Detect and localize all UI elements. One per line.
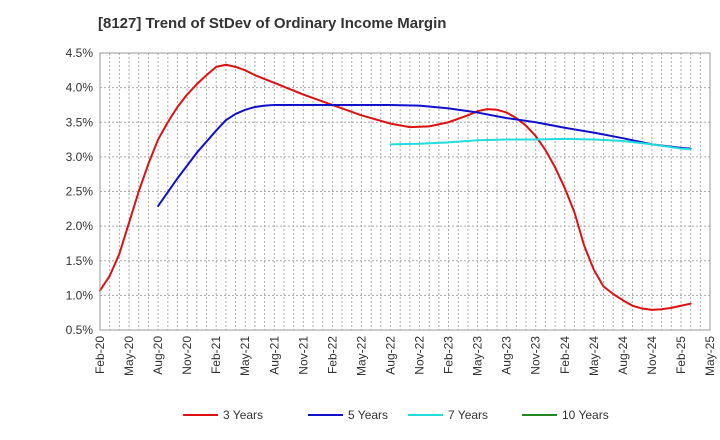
- x-tick-label: Feb-21: [209, 336, 223, 374]
- series-line-3-years: [99, 63, 692, 311]
- x-tick-label: Aug-20: [151, 336, 165, 375]
- legend-label-7-years: 7 Years: [448, 408, 488, 422]
- x-tick-label: May-25: [703, 336, 717, 376]
- x-tick-label: Nov-24: [645, 336, 659, 375]
- x-tick-label: May-22: [354, 336, 368, 376]
- legend-label-5-years: 5 Years: [348, 408, 388, 422]
- x-tick-label: Nov-23: [529, 336, 543, 375]
- series-line-7-years: [389, 137, 692, 151]
- x-tick-label: Aug-21: [267, 336, 281, 375]
- plot-frame: [99, 52, 711, 331]
- y-axis-ticks: 0.5% 1.0% 1.5% 2.0% 2.5% 3.0% 3.5% 4.0% 4.5%: [66, 46, 94, 337]
- y-tick-label: 1.5%: [66, 254, 94, 268]
- x-axis-ticks: Feb-20 May-20 Aug-20 Nov-20 Feb-21 May-21 Aug-…: [93, 336, 717, 376]
- y-tick-label: 3.5%: [66, 115, 94, 129]
- y-tick-label: 2.5%: [66, 185, 94, 199]
- x-tick-label: May-24: [587, 336, 601, 376]
- series-lines: [99, 63, 692, 311]
- x-tick-label: May-20: [122, 336, 136, 376]
- y-tick-label: 4.0%: [66, 81, 94, 95]
- y-tick-label: 1.0%: [66, 288, 94, 302]
- y-tick-label: 3.0%: [66, 150, 94, 164]
- x-tick-label: Feb-23: [442, 336, 456, 374]
- legend-label-3-years: 3 Years: [223, 408, 263, 422]
- y-tick-label: 4.5%: [66, 46, 94, 60]
- x-tick-label: Nov-21: [296, 336, 310, 375]
- x-tick-label: May-21: [238, 336, 252, 376]
- x-tick-label: Nov-22: [413, 336, 427, 375]
- y-tick-label: 2.0%: [66, 219, 94, 233]
- y-tick-label: 0.5%: [66, 323, 94, 337]
- x-tick-label: Feb-20: [93, 336, 107, 374]
- grid-lines: [100, 52, 710, 331]
- series-line-5-years: [157, 103, 692, 208]
- x-tick-label: May-23: [471, 336, 485, 376]
- x-tick-label: Nov-20: [180, 336, 194, 375]
- x-tick-label: Feb-25: [674, 336, 688, 374]
- x-tick-label: Aug-23: [500, 336, 514, 375]
- legend-label-10-years: 10 Years: [562, 408, 609, 422]
- legend: 3 Years 5 Years 7 Years 10 Years: [183, 408, 609, 422]
- chart-title: [8127] Trend of StDev of Ordinary Income…: [98, 15, 447, 32]
- x-tick-label: Feb-22: [325, 336, 339, 374]
- x-tick-label: Feb-24: [558, 336, 572, 374]
- x-tick-label: Aug-22: [383, 336, 397, 375]
- x-tick-label: Aug-24: [616, 336, 630, 375]
